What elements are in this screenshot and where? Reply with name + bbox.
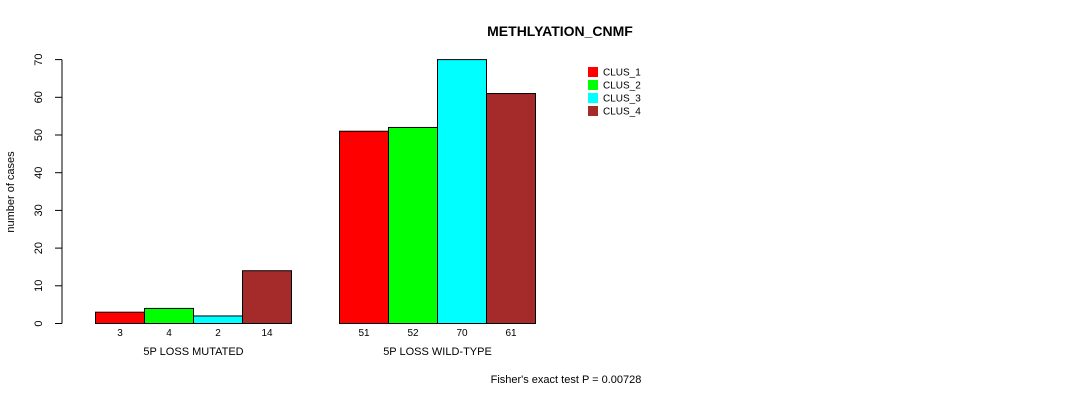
legend-label: CLUS_2	[603, 81, 641, 92]
category-label: 5P LOSS MUTATED	[143, 346, 243, 358]
bar-clus-2	[388, 126, 438, 324]
bar-value-label: 2	[215, 328, 221, 339]
bar-value-label: 14	[261, 328, 273, 339]
legend-swatch	[588, 106, 598, 116]
y-tick-label: 70	[33, 53, 45, 65]
value-labels: 3 4 2 14 51 52 70 61	[117, 328, 517, 339]
bar-value-label: 52	[407, 328, 419, 339]
bars	[95, 59, 536, 325]
bar-clus-3	[437, 59, 487, 324]
legend-swatch	[588, 67, 598, 77]
footnote: Fisher's exact test P = 0.00728	[491, 374, 642, 386]
category-label: 5P LOSS WILD-TYPE	[383, 346, 492, 358]
bar-clus-4	[486, 93, 536, 324]
bar-clus-1	[95, 311, 145, 325]
legend-label: CLUS_1	[603, 68, 641, 79]
legend-swatch	[588, 93, 598, 103]
chart-title: METHLYATION_CNMF	[487, 23, 633, 39]
y-tick-label: 40	[33, 167, 45, 179]
bar-value-label: 3	[117, 328, 123, 339]
legend-swatch	[588, 80, 598, 90]
bar-value-label: 61	[505, 328, 517, 339]
y-axis: 0 10 20 30 40 50 60 70	[33, 53, 63, 327]
legend-label: CLUS_3	[603, 94, 641, 105]
legend: CLUS_1 CLUS_2 CLUS_3 CLUS_4	[588, 67, 641, 118]
bar-value-label: 51	[358, 328, 370, 339]
bar-clus-3	[193, 315, 243, 324]
bar-clus-2	[144, 307, 194, 325]
y-tick-label: 30	[33, 204, 45, 216]
bar-value-label: 4	[166, 328, 172, 339]
bar-clus-1	[339, 130, 389, 324]
bar-clus-4	[242, 270, 292, 324]
legend-label: CLUS_4	[603, 107, 641, 118]
y-tick-label: 50	[33, 129, 45, 141]
y-tick-label: 0	[33, 320, 45, 326]
y-tick-label: 20	[33, 242, 45, 254]
y-tick-label: 60	[33, 91, 45, 103]
category-labels: 5P LOSS MUTATED 5P LOSS WILD-TYPE	[143, 346, 491, 358]
y-axis-label: number of cases	[5, 151, 17, 233]
y-tick-label: 10	[33, 280, 45, 292]
bar-value-label: 70	[456, 328, 468, 339]
